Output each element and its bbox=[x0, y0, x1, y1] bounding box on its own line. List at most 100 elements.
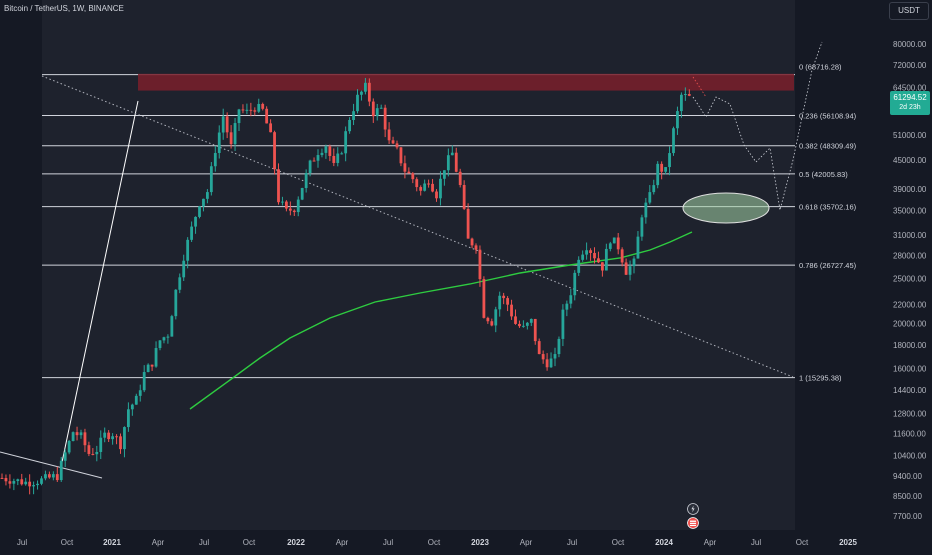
fib-label: 0.618 (35702.16) bbox=[799, 203, 857, 212]
candle-body bbox=[628, 266, 632, 275]
candle-body bbox=[4, 478, 8, 482]
candle-body bbox=[115, 436, 118, 438]
candle-body bbox=[364, 82, 367, 92]
candle-body bbox=[241, 109, 245, 111]
ma-200w-line bbox=[189, 231, 693, 410]
candle-body bbox=[119, 436, 122, 450]
candle-body bbox=[490, 321, 494, 326]
y-tick-label: 10400.00 bbox=[893, 451, 927, 460]
x-tick-label: Jul bbox=[17, 538, 27, 547]
candle-body bbox=[178, 277, 182, 290]
candle-body bbox=[391, 140, 395, 144]
candle-body bbox=[170, 316, 174, 337]
resistance-zone bbox=[138, 73, 794, 91]
candle-body bbox=[261, 103, 265, 109]
lightning-icon[interactable] bbox=[687, 503, 699, 515]
candle-body bbox=[656, 163, 660, 186]
candle-body bbox=[431, 183, 434, 192]
flag-icon[interactable] bbox=[687, 517, 699, 529]
candle-body bbox=[676, 111, 679, 129]
candle-body bbox=[48, 474, 51, 478]
candle-body bbox=[360, 91, 363, 95]
candle-body bbox=[79, 432, 83, 436]
last-price-badge: 61294.52 2d 23h bbox=[890, 91, 930, 115]
x-tick-label: Oct bbox=[428, 538, 441, 547]
candle-body bbox=[340, 153, 344, 155]
y-tick-label: 12800.00 bbox=[893, 410, 927, 419]
candle-body bbox=[352, 111, 355, 120]
candle-body bbox=[454, 152, 458, 172]
candle-body bbox=[158, 340, 162, 349]
y-tick-label: 8500.00 bbox=[893, 492, 922, 501]
candle-body bbox=[217, 132, 221, 153]
candle-body bbox=[379, 107, 383, 109]
y-tick-label: 11600.00 bbox=[893, 429, 926, 438]
candle-body bbox=[450, 152, 454, 156]
x-tick-label: Jul bbox=[751, 538, 761, 547]
fib-label: 0.786 (26727.45) bbox=[799, 261, 857, 270]
candle-body bbox=[91, 453, 95, 455]
candle-body bbox=[565, 303, 569, 310]
candle-body bbox=[395, 143, 399, 148]
candle-body bbox=[427, 183, 430, 185]
x-tick-label: 2023 bbox=[471, 538, 489, 547]
candle-body bbox=[44, 474, 47, 479]
candle-body bbox=[257, 103, 261, 112]
candle-body bbox=[249, 109, 253, 111]
candle-body bbox=[206, 192, 209, 199]
candle-body bbox=[190, 226, 193, 240]
candle-body bbox=[277, 169, 280, 203]
candle-body bbox=[446, 155, 450, 171]
candle-body bbox=[367, 82, 371, 102]
candle-body bbox=[202, 198, 205, 207]
y-tick-label: 16000.00 bbox=[893, 365, 927, 374]
candle-body bbox=[225, 116, 229, 133]
x-axis-labels: Jul Oct 2021 Apr Jul Oct 2022 Apr Jul Oct 2023 Apr J… bbox=[17, 538, 858, 547]
candle-body bbox=[71, 432, 75, 442]
candle-body bbox=[620, 249, 624, 263]
last-price: 61294.52 bbox=[893, 93, 927, 102]
candle-body bbox=[486, 317, 490, 322]
currency-badge[interactable]: USDT bbox=[889, 2, 929, 20]
candle-body bbox=[632, 258, 636, 267]
candle-body bbox=[648, 192, 652, 203]
candle-body bbox=[67, 441, 71, 453]
candle-body bbox=[221, 116, 225, 133]
candle-body bbox=[332, 155, 336, 163]
candle-body bbox=[296, 199, 300, 213]
candle-body bbox=[154, 348, 158, 367]
candle-body bbox=[324, 146, 328, 153]
y-tick-label: 51000.00 bbox=[893, 131, 927, 140]
candle-body bbox=[194, 216, 197, 227]
candle-body bbox=[237, 109, 241, 124]
candle-body bbox=[593, 252, 596, 259]
x-tick-label: Apr bbox=[152, 538, 165, 547]
candle-body bbox=[624, 262, 628, 275]
candle-body bbox=[664, 167, 667, 172]
candle-body bbox=[514, 316, 517, 324]
candle-body bbox=[344, 131, 348, 154]
candle-body bbox=[585, 250, 588, 255]
candle-body bbox=[63, 452, 67, 461]
y-axis-labels: 80000.0072000.0064500.0058000.0051000.00… bbox=[893, 40, 927, 521]
candle-body bbox=[304, 173, 308, 189]
y-tick-label: 35000.00 bbox=[893, 207, 927, 216]
x-tick-label: Jul bbox=[567, 538, 577, 547]
candle-body bbox=[103, 432, 107, 438]
candle-body bbox=[146, 364, 150, 373]
candles-group bbox=[0, 77, 691, 495]
fib-labels: 0 (68716.28) 0.236 (56108.94) 0.382 (48309… bbox=[799, 63, 857, 383]
candle-body bbox=[174, 289, 178, 317]
candle-body bbox=[672, 128, 675, 154]
candle-body bbox=[458, 171, 462, 185]
y-tick-label: 14400.00 bbox=[893, 386, 927, 395]
candle-body bbox=[285, 201, 288, 209]
candle-body bbox=[371, 101, 375, 117]
candle-body bbox=[518, 323, 521, 327]
candle-body bbox=[198, 206, 201, 217]
candle-body bbox=[166, 336, 170, 338]
target-ellipse bbox=[682, 192, 770, 224]
candle-body bbox=[142, 372, 146, 391]
